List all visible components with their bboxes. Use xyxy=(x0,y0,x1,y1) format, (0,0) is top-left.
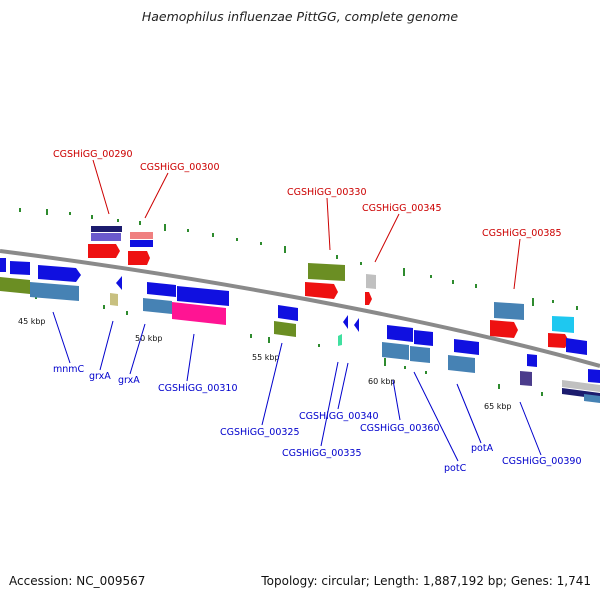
gene-cgshigg-00345-b[interactable] xyxy=(365,292,372,305)
accession-label: Accession: NC_009567 xyxy=(9,574,146,588)
kbp-label-65: 65 kbp xyxy=(484,402,512,411)
gene-cgshigg-00330-a[interactable] xyxy=(308,263,345,281)
gene-blue-280[interactable] xyxy=(278,305,298,321)
gene-blue-388[interactable] xyxy=(387,325,413,342)
label-cgshigg-00300[interactable]: CGSHiGG_00300 xyxy=(140,162,220,173)
label-cgshigg-00340[interactable]: CGSHiGG_00340 xyxy=(299,411,379,422)
label-cgshigg-00345[interactable]: CGSHiGG_00345 xyxy=(362,203,442,214)
kbp-label-60: 60 kbp xyxy=(368,377,396,386)
gene-labels-bottom: mnmC grxA grxA CGSHiGG_00310 CGSHiGG_003… xyxy=(53,364,582,474)
gene-grey-570[interactable] xyxy=(562,380,600,392)
gene-cgshigg-00290-b[interactable] xyxy=(91,233,121,241)
gene-cgshigg-00300-b[interactable] xyxy=(130,240,153,247)
gene-olive-00325[interactable] xyxy=(274,321,296,337)
label-grxa-2[interactable]: grxA xyxy=(118,375,140,386)
label-cgshigg-00290[interactable]: CGSHiGG_00290 xyxy=(53,149,133,160)
gene-blue-590[interactable] xyxy=(588,369,600,383)
gene-grxa-khaki[interactable] xyxy=(110,293,118,306)
label-cgshigg-00310[interactable]: CGSHiGG_00310 xyxy=(158,383,238,394)
kbp-label-55: 55 kbp xyxy=(252,353,280,362)
label-cgshigg-00325[interactable]: CGSHiGG_00325 xyxy=(220,427,300,438)
gene-cgshigg-00385-a[interactable] xyxy=(494,302,524,320)
label-pota[interactable]: potA xyxy=(471,443,494,454)
kbp-label-45: 45 kbp xyxy=(18,317,46,326)
gene-blue-527[interactable] xyxy=(527,354,537,367)
gene-steel-585[interactable] xyxy=(584,394,600,403)
gene-magenta-00310[interactable] xyxy=(172,302,226,325)
leader-lines-bottom xyxy=(52,311,542,462)
gene-steel-00360[interactable] xyxy=(382,342,409,360)
genes-reverse[interactable] xyxy=(116,276,359,346)
label-grxa-1[interactable]: grxA xyxy=(89,371,111,382)
gene-red-right[interactable] xyxy=(548,333,569,348)
gene-cgshigg-00385-b[interactable] xyxy=(490,320,518,338)
gene-labels-top: CGSHiGG_00290 CGSHiGG_00300 CGSHiGG_0033… xyxy=(53,149,562,239)
gene-blue-455[interactable] xyxy=(454,339,479,355)
gene-purple-00390[interactable] xyxy=(520,371,532,386)
gene-cgshigg-00290-c[interactable] xyxy=(88,244,120,258)
tick-marks xyxy=(19,208,578,396)
genome-backbone xyxy=(0,249,600,368)
gene-blue-left-b[interactable] xyxy=(10,261,30,275)
leader-lines-top xyxy=(92,159,521,290)
label-cgshigg-00390[interactable]: CGSHiGG_00390 xyxy=(502,456,582,467)
gene-00335-cyan[interactable] xyxy=(338,334,342,346)
gene-cgshigg-00290-a[interactable] xyxy=(91,226,122,232)
gene-steel-145[interactable] xyxy=(143,298,172,314)
label-cgshigg-00330[interactable]: CGSHiGG_00330 xyxy=(287,187,367,198)
kbp-label-50: 50 kbp xyxy=(135,334,163,343)
gene-cgshigg-00300-c[interactable] xyxy=(128,251,150,265)
gene-grxa-arrow[interactable] xyxy=(116,276,122,290)
genes-forward[interactable] xyxy=(0,226,600,403)
gene-cgshigg-00300-a[interactable] xyxy=(130,232,153,239)
gene-cgshigg-00330-b[interactable] xyxy=(305,282,338,299)
gene-mnmc-blue[interactable] xyxy=(38,265,81,282)
gene-00340-arrow-b[interactable] xyxy=(354,318,359,332)
gene-steel-left[interactable] xyxy=(30,282,79,301)
gene-cgshigg-00345-a[interactable] xyxy=(366,274,376,289)
gene-steel-pota[interactable] xyxy=(448,355,475,373)
gene-blue-570[interactable] xyxy=(566,338,587,355)
gene-blue-180[interactable] xyxy=(177,286,229,306)
gene-blue-left-a[interactable] xyxy=(0,258,6,272)
gene-blue-150[interactable] xyxy=(147,282,176,297)
gene-cyan[interactable] xyxy=(552,316,574,333)
gene-blue-415[interactable] xyxy=(414,330,433,346)
label-potc[interactable]: potC xyxy=(444,463,467,474)
label-cgshigg-00360[interactable]: CGSHiGG_00360 xyxy=(360,423,440,434)
label-cgshigg-00335[interactable]: CGSHiGG_00335 xyxy=(282,448,362,459)
label-cgshigg-00385[interactable]: CGSHiGG_00385 xyxy=(482,228,562,239)
gene-steel-potc[interactable] xyxy=(410,346,430,363)
gene-00340-arrow-a[interactable] xyxy=(343,315,348,329)
map-title: Haemophilus influenzae PittGG, complete … xyxy=(141,9,459,24)
gene-olive-left[interactable] xyxy=(0,277,30,294)
topology-label: Topology: circular; Length: 1,887,192 bp… xyxy=(261,574,591,588)
label-mnmc[interactable]: mnmC xyxy=(53,364,85,375)
